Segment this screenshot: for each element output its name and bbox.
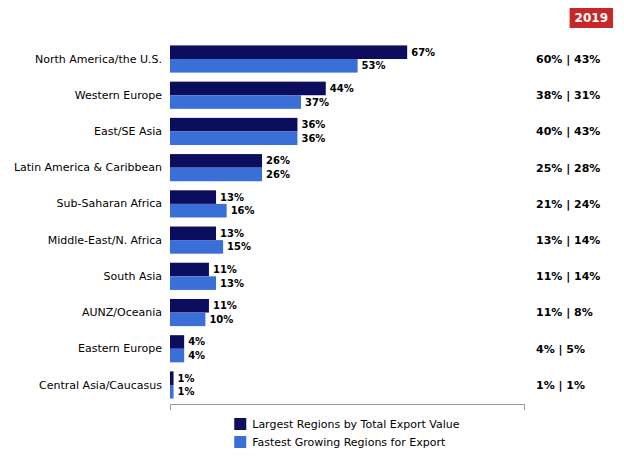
annotation: 11% | 8%: [536, 306, 593, 319]
data-label: 10%: [209, 314, 233, 325]
y-tick-label: Middle-East/N. Africa: [48, 234, 162, 247]
legend-swatch: [234, 418, 246, 430]
bar: [170, 118, 297, 132]
x-axis-line: [171, 405, 525, 411]
subtitle: 2019: [575, 11, 608, 25]
legend-item: Largest Regions by Total Export Value: [234, 418, 459, 431]
data-label: 36%: [301, 119, 325, 130]
y-tick: AUNZ/Oceania: [82, 306, 170, 319]
y-tick: Central Asia/Caucasus: [39, 379, 170, 392]
y-tick: Eastern Europe: [78, 342, 170, 355]
bar: [170, 204, 227, 218]
legend-swatch: [234, 436, 246, 448]
row-annotations: 60% | 43% 38% | 31% 40% | 43% 25% | 28% 21% …: [536, 53, 600, 392]
data-label: 53%: [362, 60, 386, 71]
data-label: 16%: [231, 205, 255, 216]
data-labels: 67% 44% 36% 26% 13% 13% 11% 11% 4% 1% 53% 37% 36% 26%…: [178, 47, 436, 398]
data-label: 67%: [411, 47, 435, 58]
annotation: 60% | 43%: [536, 53, 600, 66]
y-axis: North America/the U.S. Western Europe East…: [14, 41, 171, 405]
chart: 67% 44% 36% 26% 13% 13% 11% 11% 4% 1% 53% 37% 36% 26%…: [0, 0, 624, 468]
legend-label: Largest Regions by Total Export Value: [252, 418, 459, 431]
bar: [170, 276, 216, 290]
x-axis: [171, 405, 525, 411]
y-axis-line: [170, 41, 171, 405]
bar: [170, 190, 216, 204]
bars: [170, 45, 407, 398]
annotation: 25% | 28%: [536, 162, 600, 175]
bar: [170, 299, 209, 313]
y-tick: Western Europe: [75, 89, 170, 102]
y-tick-label: East/SE Asia: [94, 125, 162, 138]
legend-item: Fastest Growing Regions for Export: [234, 436, 446, 449]
bar: [170, 263, 209, 277]
y-tick-label: Eastern Europe: [78, 342, 162, 355]
y-tick: Middle-East/N. Africa: [48, 234, 170, 247]
y-tick: South Asia: [103, 270, 170, 283]
data-label: 36%: [301, 133, 325, 144]
data-label: 37%: [305, 97, 329, 108]
bar: [170, 371, 174, 385]
y-tick-label: North America/the U.S.: [35, 53, 162, 66]
data-label: 1%: [178, 373, 195, 384]
bar: [170, 385, 174, 399]
data-label: 13%: [220, 228, 244, 239]
bar: [170, 45, 407, 59]
y-tick: East/SE Asia: [94, 125, 170, 138]
annotation: 21% | 24%: [536, 198, 600, 211]
data-label: 13%: [220, 278, 244, 289]
data-label: 26%: [266, 169, 290, 180]
y-tick-label: Sub-Saharan Africa: [57, 197, 162, 210]
data-label: 44%: [330, 83, 354, 94]
data-label: 4%: [188, 350, 205, 361]
annotation: 1% | 1%: [536, 379, 585, 392]
y-tick-label: Central Asia/Caucasus: [39, 379, 162, 392]
data-label: 26%: [266, 155, 290, 166]
annotation: 11% | 14%: [536, 270, 600, 283]
year-tag: 2019: [570, 8, 613, 28]
bar: [170, 131, 297, 145]
data-label: 13%: [220, 192, 244, 203]
plot: 67% 44% 36% 26% 13% 13% 11% 11% 4% 1% 53% 37% 36% 26%…: [14, 41, 600, 411]
data-label: 15%: [227, 241, 251, 252]
y-tick: North America/the U.S.: [35, 53, 170, 66]
data-label: 4%: [188, 336, 205, 347]
bar: [170, 313, 205, 327]
annotation: 13% | 14%: [536, 234, 600, 247]
annotation: 38% | 31%: [536, 89, 600, 102]
data-label: 11%: [213, 264, 237, 275]
y-tick-label: South Asia: [103, 270, 162, 283]
bar: [170, 59, 358, 73]
bar: [170, 227, 216, 241]
data-label: 11%: [213, 300, 237, 311]
y-tick-label: AUNZ/Oceania: [82, 306, 162, 319]
y-tick: Latin America & Caribbean: [14, 161, 170, 174]
legend-label: Fastest Growing Regions for Export: [252, 436, 446, 449]
bar: [170, 349, 184, 363]
year-tag-box: [570, 8, 613, 28]
bar: [170, 154, 262, 168]
annotation: 4% | 5%: [536, 343, 585, 356]
bar: [170, 168, 262, 182]
bar: [170, 82, 326, 96]
bar: [170, 240, 223, 254]
annotation: 40% | 43%: [536, 125, 600, 138]
legend: Largest Regions by Total Export Value Fas…: [234, 418, 459, 449]
bar: [170, 95, 301, 109]
y-tick-label: Western Europe: [75, 89, 163, 102]
data-label: 1%: [178, 386, 195, 397]
bar: [170, 335, 184, 349]
y-tick: Sub-Saharan Africa: [57, 197, 170, 210]
y-tick-label: Latin America & Caribbean: [14, 161, 162, 174]
